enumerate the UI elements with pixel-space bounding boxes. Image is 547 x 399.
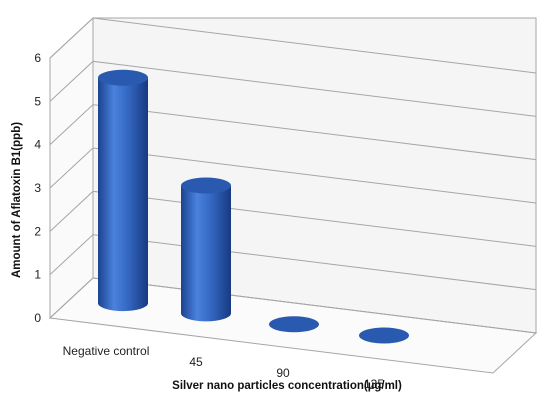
x-tick-label: 135	[364, 377, 384, 391]
y-tick-label: 1	[34, 268, 41, 282]
bar-top	[98, 69, 148, 86]
y-tick-label: 0	[34, 311, 41, 325]
x-tick-label: Negative control	[63, 344, 150, 358]
bar-body	[181, 185, 231, 322]
gridline	[49, 190, 537, 247]
x-tick-labels: Negative control 45 90 135	[63, 344, 385, 391]
bar-top	[181, 177, 231, 194]
gridline	[49, 104, 537, 161]
y-axis-title: Amount of Aflatoxin B1(ppb)	[11, 122, 23, 278]
y-tick-label: 3	[34, 181, 41, 195]
gridline	[49, 147, 537, 204]
x-axis-title: Silver nano particles concentration(µg/m…	[172, 380, 402, 392]
gridline	[49, 17, 537, 74]
y-tick-label: 4	[34, 138, 41, 152]
bar	[98, 69, 148, 312]
gridline	[49, 234, 537, 291]
bars	[98, 69, 409, 344]
x-tick-label: 90	[276, 366, 290, 380]
y-tick-label: 2	[34, 224, 41, 238]
bar	[269, 316, 319, 333]
bar	[181, 177, 231, 322]
gridline	[49, 277, 537, 334]
bar-body	[98, 77, 148, 312]
y-tick-label: 6	[34, 51, 41, 65]
y-tick-label: 5	[34, 94, 41, 108]
y-tick-labels: 0 1 2 3 4 5 6	[34, 51, 41, 325]
gridline	[49, 60, 537, 117]
bar	[359, 327, 409, 344]
gridlines	[49, 17, 537, 334]
bar-top	[359, 327, 409, 344]
bar-top	[269, 316, 319, 333]
x-tick-label: 45	[189, 355, 203, 369]
